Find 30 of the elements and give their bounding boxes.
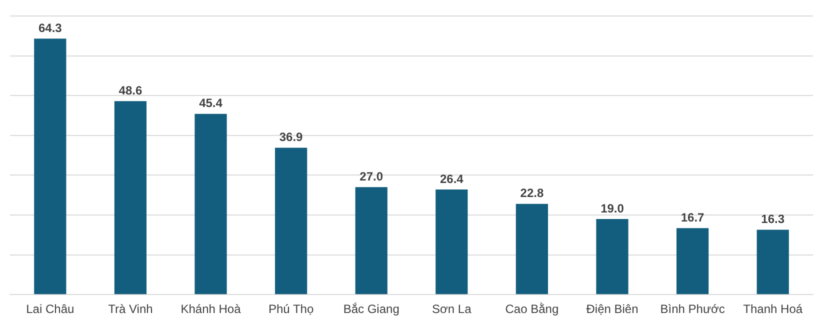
data-label: 27.0 [360,169,384,184]
bar [34,38,66,294]
bar [274,148,308,294]
x-tick-label: Bắc Giang [343,302,400,316]
data-label: 19.0 [600,201,624,216]
data-label: 64.3 [38,21,62,35]
data-label: 45.4 [199,96,223,110]
x-tick-label: Điện Biên [586,302,638,316]
data-label: 36.9 [279,130,304,144]
x-tick-label: Trà Vinh [108,302,153,316]
bar [516,204,548,294]
x-tick-label: Khánh Hoà [180,302,242,316]
x-tick-label: Phú Thọ [268,302,314,316]
bar [194,114,227,294]
data-label: 22.8 [520,186,544,200]
x-tick-label: Lai Châu [26,302,74,316]
bar [355,187,388,294]
data-label: 16.7 [680,210,705,224]
data-label: 48.6 [118,83,142,98]
x-tick-label: Thanh Hoá [743,302,803,316]
data-label: 16.3 [761,212,785,226]
bar [676,228,709,294]
data-label: 26.4 [440,172,464,186]
x-tick-label: Sơn La [432,302,472,316]
x-tick-label: Cao Bằng [505,302,559,316]
bar [114,101,147,294]
x-tick-label: Bình Phước [660,302,725,316]
bar [436,190,468,294]
bar [596,218,628,294]
bar [756,230,789,294]
